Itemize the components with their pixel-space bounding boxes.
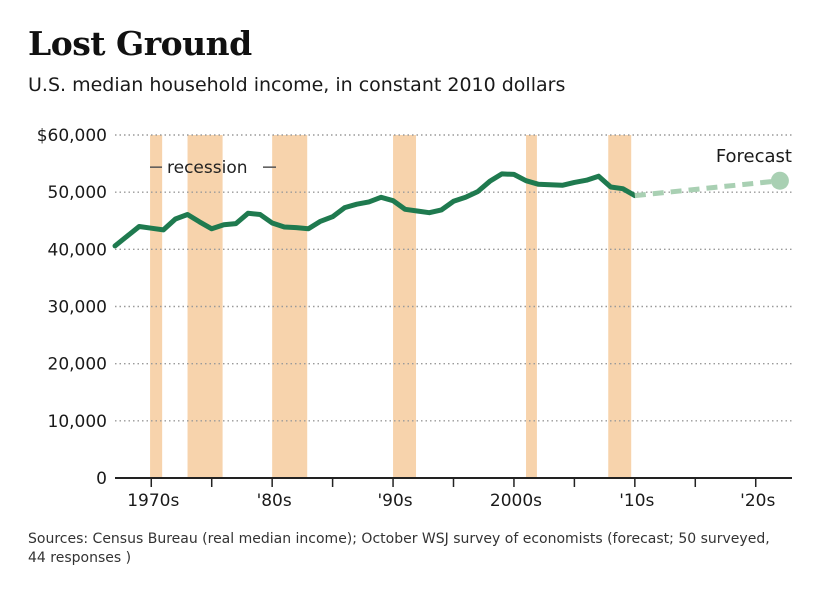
y-tick-label: 40,000 [48,240,107,260]
x-tick-label: '20s [740,491,775,511]
recession-band [187,135,223,478]
series-line-actual [112,171,638,249]
forecast-label: Forecast [716,146,792,167]
recession-band [393,135,417,478]
y-tick-label: 10,000 [48,412,107,432]
recession-band [272,135,308,478]
recession-band [608,135,632,478]
x-tick-label: '10s [619,491,654,511]
x-tick-label: 2000s [490,491,542,511]
recession-label: recession [167,158,248,178]
y-tick-label: $60,000 [37,126,107,146]
y-tick-label: 0 [96,469,107,489]
chart-title: Lost Ground [28,24,252,63]
source-note: Sources: Census Bureau (real median inco… [28,531,770,566]
x-tick-label: '80s [257,491,292,511]
y-tick-label: 30,000 [48,298,107,318]
recession-band [526,135,537,478]
y-tick-label: 20,000 [48,355,107,375]
y-tick-label: 50,000 [48,183,107,203]
series-line-forecast [634,178,781,199]
forecast-end-point [770,171,789,190]
x-tick-label: 1970s [127,491,179,511]
x-tick-label: '90s [377,491,412,511]
chart-subtitle: U.S. median household income, in constan… [28,74,566,96]
recession-band [150,135,163,478]
